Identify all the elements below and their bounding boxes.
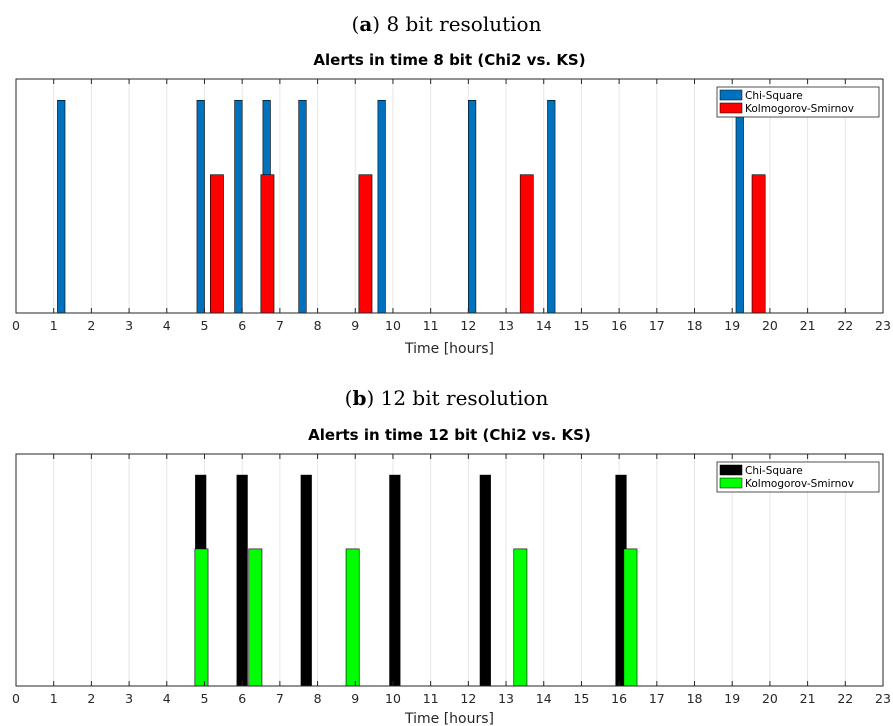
x-tick-label: 3 (125, 691, 133, 706)
caption-a-text: 8 bit resolution (386, 12, 542, 36)
x-tick-label: 4 (163, 318, 171, 333)
legend-box (716, 461, 880, 493)
x-tick-label: 14 (536, 318, 552, 333)
bar-ks (345, 548, 360, 687)
chart-title: Alerts in time 8 bit (Chi2 vs. KS) (313, 51, 585, 69)
bar-chi-square (236, 474, 248, 687)
x-tick-label: 20 (762, 318, 778, 333)
x-tick-label: 6 (238, 691, 246, 706)
bar-chi-square (389, 474, 401, 687)
x-tick-label: 1 (50, 318, 58, 333)
legend-label: Chi-Square (745, 90, 803, 102)
x-tick-label: 7 (276, 318, 284, 333)
bar-ks (194, 548, 209, 687)
legend-label: Chi-Square (745, 465, 803, 477)
bar-chi-square (300, 474, 312, 687)
x-tick-label: 18 (687, 318, 703, 333)
legend-swatch (719, 89, 743, 101)
x-tick-label: 15 (573, 318, 589, 333)
axes-box (15, 78, 884, 314)
x-tick-label: 1 (50, 691, 58, 706)
caption-b-letter: b (352, 386, 367, 410)
chart-8-bit: Alerts in time 8 bit (Chi2 vs. KS)0 1 2 3 4 5… (12, 51, 891, 357)
bar-ks (519, 174, 534, 314)
x-tick-label: 11 (423, 691, 439, 706)
x-tick-label: 17 (649, 318, 665, 333)
x-tick-label: 3 (125, 318, 133, 333)
bar-ks (751, 174, 766, 314)
caption-b: (b) 12 bit resolution (344, 386, 549, 410)
chart-12-bit: Alerts in time 12 bit (Chi2 vs. KS)0 1 2 3 4… (12, 426, 891, 726)
bar-chi-square (468, 99, 477, 314)
bar-chi-square (479, 474, 491, 687)
plot-area (16, 454, 883, 686)
x-tick-label: 19 (724, 691, 740, 706)
x-tick-label: 7 (276, 691, 284, 706)
legend-label: Kolmogorov-Smirnov (745, 103, 854, 115)
legend-swatch (719, 464, 743, 476)
caption-a-letter: a (359, 12, 373, 36)
x-tick-label: 16 (611, 318, 627, 333)
x-tick-label: 11 (423, 318, 439, 333)
bar-ks (248, 548, 263, 687)
bar-chi-square (377, 99, 386, 314)
chart-title: Alerts in time 12 bit (Chi2 vs. KS) (308, 426, 591, 444)
bar-ks (513, 548, 528, 687)
x-tick-label: 17 (649, 691, 665, 706)
x-tick-label: 23 (875, 691, 891, 706)
legend-swatch (719, 477, 743, 489)
x-tick-label: 22 (837, 318, 853, 333)
bar-ks (210, 174, 224, 314)
x-tick-label: 0 (12, 318, 20, 333)
bar-ks (260, 174, 275, 314)
x-tick-label: 9 (351, 318, 359, 333)
x-tick-label: 4 (163, 691, 171, 706)
x-axis-label: Time [hours] (404, 711, 494, 726)
bar-chi-square (547, 99, 556, 314)
x-tick-label: 9 (351, 691, 359, 706)
x-tick-label: 13 (498, 318, 514, 333)
x-tick-label: 5 (201, 691, 209, 706)
x-tick-label: 22 (837, 691, 853, 706)
bar-chi-square (196, 99, 205, 314)
x-tick-label: 2 (87, 691, 95, 706)
x-tick-label: 8 (314, 691, 322, 706)
bar-chi-square (298, 99, 307, 314)
legend-box (716, 86, 880, 118)
caption-a: (a) 8 bit resolution (351, 12, 542, 36)
x-tick-label: 10 (385, 318, 401, 333)
legend-swatch (719, 102, 743, 114)
x-tick-label: 21 (800, 318, 816, 333)
x-tick-label: 19 (724, 318, 740, 333)
bar-chi-square (735, 99, 744, 314)
x-tick-label: 6 (238, 318, 246, 333)
x-axis-label: Time [hours] (404, 341, 494, 357)
legend-label: Kolmogorov-Smirnov (745, 478, 854, 490)
x-tick-label: 15 (573, 691, 589, 706)
x-tick-label: 8 (314, 318, 322, 333)
x-tick-label: 20 (762, 691, 778, 706)
bar-ks (358, 174, 373, 314)
x-tick-label: 21 (800, 691, 816, 706)
x-tick-label: 5 (201, 318, 209, 333)
x-tick-label: 12 (460, 318, 476, 333)
x-tick-label: 13 (498, 691, 514, 706)
x-tick-label: 10 (385, 691, 401, 706)
x-tick-label: 18 (687, 691, 703, 706)
x-tick-label: 16 (611, 691, 627, 706)
x-tick-label: 23 (875, 318, 891, 333)
x-tick-label: 14 (536, 691, 552, 706)
bar-chi-square (57, 99, 66, 314)
x-tick-label: 2 (87, 318, 95, 333)
axes-box (15, 453, 884, 687)
caption-b-text: 12 bit resolution (380, 386, 549, 410)
bar-ks (623, 548, 638, 687)
bar-chi-square (234, 99, 243, 314)
x-tick-label: 0 (12, 691, 20, 706)
x-tick-label: 12 (460, 691, 476, 706)
